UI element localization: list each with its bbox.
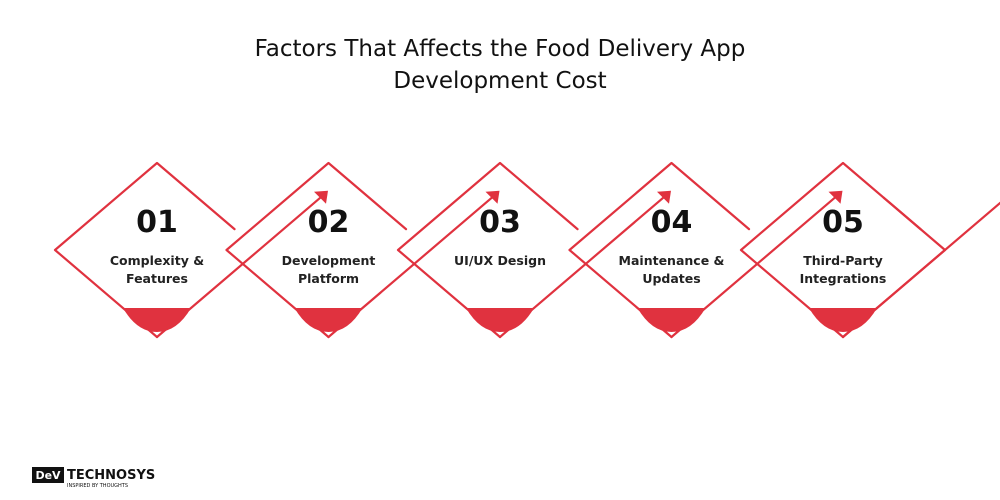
step-number: 01 (136, 205, 178, 240)
step-number: 02 (308, 205, 350, 240)
logo: DeV TECHNOSYS INSPIRED BY THOUGHTS (32, 467, 155, 489)
step: 03 UI/UX Design (396, 161, 671, 339)
bowl (809, 308, 877, 332)
diamond-edge (53, 161, 236, 339)
diamond-edge (225, 161, 408, 339)
logo-tagline: INSPIRED BY THOUGHTS (67, 483, 128, 489)
diamond-edge (568, 161, 751, 339)
bowl (466, 308, 534, 332)
title-line: Development Cost (393, 68, 606, 94)
step-label: Development (282, 253, 376, 268)
step-label: Platform (298, 271, 359, 286)
diamond-edge (396, 161, 579, 339)
logo-mark: DeV (35, 469, 61, 482)
step: 02 Development Platform (225, 161, 500, 339)
step-label: Third-Party (803, 253, 883, 268)
step-number: 04 (651, 205, 693, 240)
title-line: Factors That Affects the Food Delivery A… (255, 36, 746, 62)
arrow-head (314, 190, 328, 204)
step-label: Integrations (800, 271, 887, 286)
logo-name: TECHNOSYS (67, 468, 155, 483)
bowl (123, 308, 191, 332)
arrow-head (485, 190, 500, 204)
logo-box (32, 467, 64, 483)
step-label: Features (126, 271, 188, 286)
step-number: 03 (479, 205, 521, 240)
diamond-edge (739, 161, 922, 339)
step: 01 Complexity & Features (53, 161, 328, 339)
arrow-head (657, 190, 671, 204)
arrow-head (828, 190, 843, 204)
bowl (637, 308, 706, 332)
step-label: Maintenance & (619, 253, 725, 268)
step: 05 Third-Party Integrations (739, 161, 1000, 339)
step-label: UI/UX Design (454, 253, 546, 268)
step-number: 05 (822, 205, 864, 240)
step-label: Complexity & (110, 253, 204, 268)
step-label: Updates (642, 271, 700, 286)
step: 04 Maintenance & Updates (568, 161, 843, 339)
bowl (294, 308, 363, 332)
